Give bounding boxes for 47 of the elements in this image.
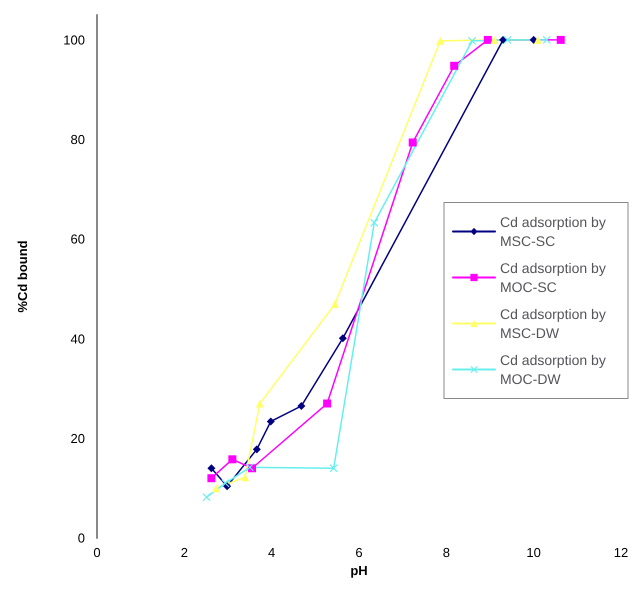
x-tick-label: 4 bbox=[268, 545, 276, 560]
point bbox=[468, 36, 476, 45]
point bbox=[450, 62, 458, 70]
y-tick-label: 20 bbox=[70, 430, 85, 446]
legend-label: Cd adsorption by MSC-SC bbox=[500, 214, 610, 249]
y-tick-label: 60 bbox=[70, 232, 85, 247]
point bbox=[207, 464, 216, 472]
y-tick-label: 100 bbox=[63, 32, 85, 48]
x-tick-label: 2 bbox=[180, 545, 188, 560]
x-tick-label: 8 bbox=[442, 545, 450, 560]
point bbox=[221, 479, 230, 488]
x-axis-title: pH bbox=[350, 562, 368, 578]
point bbox=[266, 417, 275, 426]
point bbox=[228, 455, 236, 464]
y-tick-label: 40 bbox=[70, 331, 85, 346]
x-tick-label: 6 bbox=[355, 545, 363, 560]
x-tick-label: 0 bbox=[93, 545, 101, 560]
point bbox=[490, 36, 498, 44]
y-tick-label: 0 bbox=[78, 530, 85, 546]
point bbox=[330, 464, 338, 472]
point bbox=[330, 300, 339, 308]
point bbox=[256, 400, 264, 408]
x-tick-label: 12 bbox=[614, 545, 628, 560]
point bbox=[542, 36, 551, 44]
point bbox=[503, 36, 512, 44]
point bbox=[556, 36, 565, 44]
legend-label: Cd adsorption by MSC-DW bbox=[500, 306, 610, 341]
legend-label: Cd adsorption by MOC-SC bbox=[500, 260, 610, 295]
point bbox=[241, 473, 250, 482]
point bbox=[484, 36, 492, 44]
point bbox=[212, 484, 220, 492]
point bbox=[534, 36, 542, 44]
point bbox=[370, 218, 378, 227]
point bbox=[297, 402, 306, 410]
y-tick-label: 80 bbox=[70, 132, 85, 148]
point bbox=[338, 334, 347, 342]
point bbox=[207, 474, 216, 482]
point bbox=[499, 36, 508, 44]
point bbox=[323, 400, 332, 408]
point bbox=[252, 445, 261, 454]
point bbox=[246, 463, 254, 472]
point bbox=[436, 36, 444, 45]
y-axis-title: %Cd bound bbox=[15, 240, 30, 313]
point bbox=[202, 493, 211, 502]
point bbox=[408, 138, 417, 147]
legend-label: Cd adsorption by MOC-DW bbox=[500, 352, 610, 387]
x-tick-label: 10 bbox=[526, 545, 541, 560]
